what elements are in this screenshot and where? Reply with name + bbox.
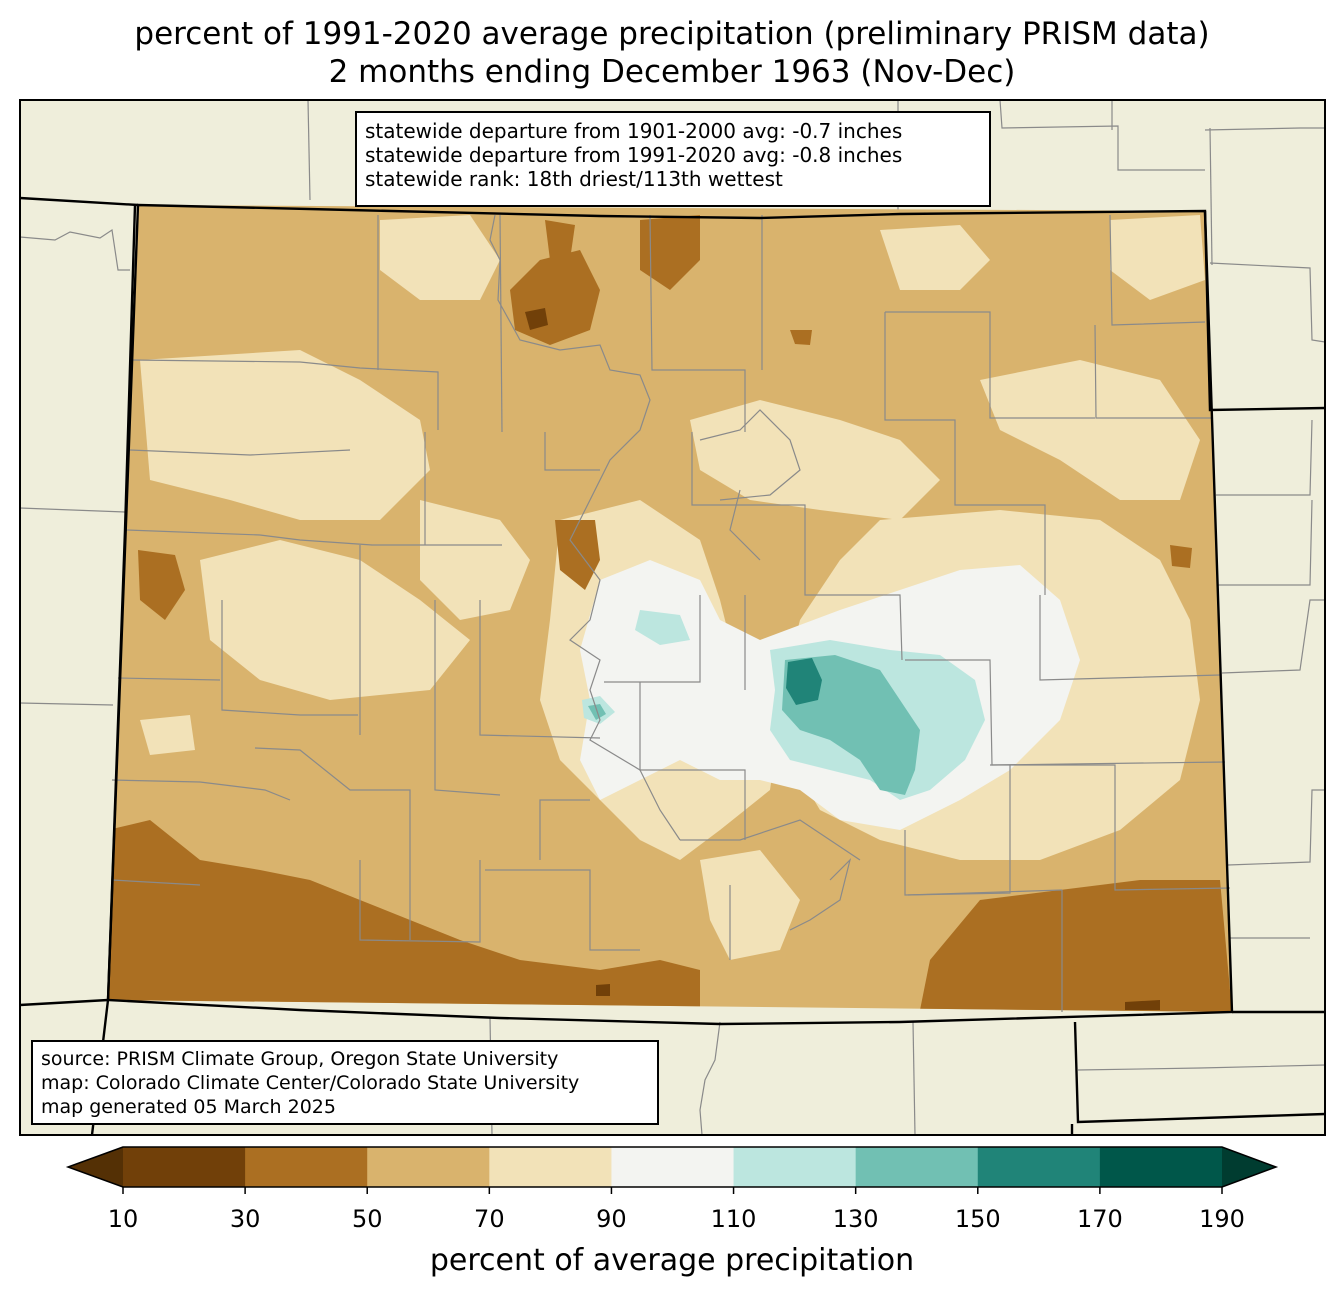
colorbar-bin	[733, 1147, 857, 1187]
stats-departure-1991-2020: statewide departure from 1991-2020 avg: …	[365, 143, 903, 167]
colorbar-tick-label: 190	[1199, 1205, 1245, 1233]
colorbar-bin	[123, 1147, 246, 1187]
colorbar-tick-label: 170	[1076, 1205, 1123, 1233]
contour-150-170	[786, 658, 822, 705]
colorbar-bin	[367, 1147, 490, 1187]
generated-date-line: map generated 05 March 2025	[41, 1096, 336, 1118]
colorbar-bin	[245, 1147, 368, 1187]
colorbar-bin	[611, 1147, 735, 1187]
colorbar-tick-label: 30	[229, 1205, 261, 1233]
colorado-county-lines	[111, 214, 1231, 1012]
map-frame	[19, 99, 1326, 1136]
colorbar-tick-label: 50	[351, 1205, 383, 1233]
stats-rank: statewide rank: 18th driest/113th wettes…	[365, 167, 783, 191]
colorbar-tick-label: 130	[832, 1205, 879, 1233]
colorbar-bin	[855, 1147, 979, 1187]
map-title-line-1: percent of 1991-2020 average precipitati…	[134, 16, 1210, 52]
contour-10-30	[525, 308, 1160, 1010]
colorbar-label: percent of average precipitation	[429, 1243, 915, 1278]
colorbar-bin	[1099, 1147, 1223, 1187]
source-line: source: PRISM Climate Group, Oregon Stat…	[41, 1048, 559, 1070]
colorbar	[65, 1146, 1279, 1194]
stats-departure-1901-2000: statewide departure from 1901-2000 avg: …	[365, 119, 903, 143]
colorbar-tick-label: 150	[954, 1205, 1001, 1233]
statewide-stats-box: statewide departure from 1901-2000 avg: …	[355, 111, 991, 207]
colorbar-tick-label: 110	[710, 1205, 757, 1233]
precipitation-contours	[108, 215, 1232, 1012]
colorbar-tick-label: 90	[596, 1205, 627, 1233]
colorbar-bin	[489, 1147, 612, 1187]
divide-lines	[489, 214, 852, 931]
colorbar-bin	[977, 1147, 1101, 1187]
colorbar-tick-label: 10	[107, 1205, 139, 1233]
map-title-line-2: 2 months ending December 1963 (Nov-Dec)	[328, 54, 1016, 90]
map-credit-line: map: Colorado Climate Center/Colorado St…	[41, 1072, 580, 1094]
colorbar-tick-label: 70	[474, 1205, 505, 1233]
colorbar-extend-low	[68, 1147, 123, 1187]
colorbar-extend-high	[1222, 1147, 1276, 1187]
source-credits-box: source: PRISM Climate Group, Oregon Stat…	[31, 1040, 659, 1125]
